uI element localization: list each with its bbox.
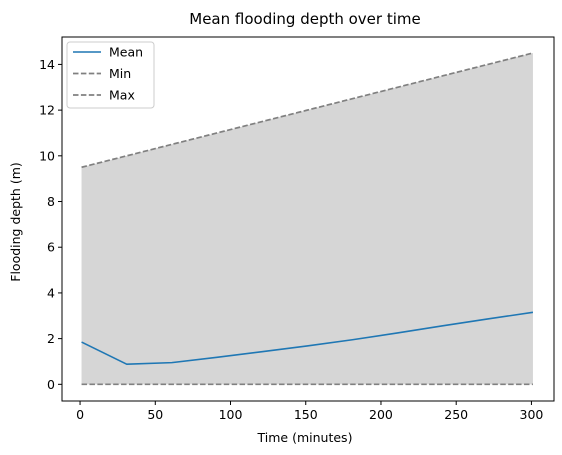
legend: Mean Min Max — [66, 41, 155, 109]
series-line-mean — [81, 311, 534, 366]
y-axis-label: Flooding depth (m) — [8, 162, 23, 281]
x-tick-label: 250 — [444, 407, 468, 422]
min-max-band — [81, 52, 533, 385]
y-tick-label: 8 — [47, 194, 55, 209]
y-tick-label: 0 — [47, 377, 55, 392]
legend-label-mean: Mean — [109, 45, 143, 60]
legend-label-min: Min — [109, 66, 131, 81]
x-tick-label: 50 — [147, 407, 163, 422]
x-tick-label: 100 — [219, 407, 243, 422]
legend-box — [66, 41, 155, 109]
series-line-max — [81, 52, 534, 169]
y-tick-label: 4 — [47, 285, 55, 300]
plot-area — [81, 52, 534, 386]
y-tick-label: 2 — [47, 331, 55, 346]
plot-frame — [61, 36, 555, 402]
x-tick-label: 150 — [294, 407, 318, 422]
chart-title: Mean flooding depth over time — [189, 10, 420, 28]
x-tick-label: 200 — [369, 407, 393, 422]
x-axis-label: Time (minutes) — [257, 430, 353, 445]
legend-label-max: Max — [109, 88, 135, 103]
x-tick-label: 300 — [520, 407, 544, 422]
y-tick-label: 14 — [39, 57, 55, 72]
y-tick-label: 10 — [39, 148, 55, 163]
x-tick-label: 0 — [76, 407, 84, 422]
y-tick-label: 6 — [47, 240, 55, 255]
y-tick-label: 12 — [39, 103, 55, 118]
axes: 0 50 100 150 200 250 300 0 2 4 6 8 10 12 14 — [39, 36, 555, 422]
